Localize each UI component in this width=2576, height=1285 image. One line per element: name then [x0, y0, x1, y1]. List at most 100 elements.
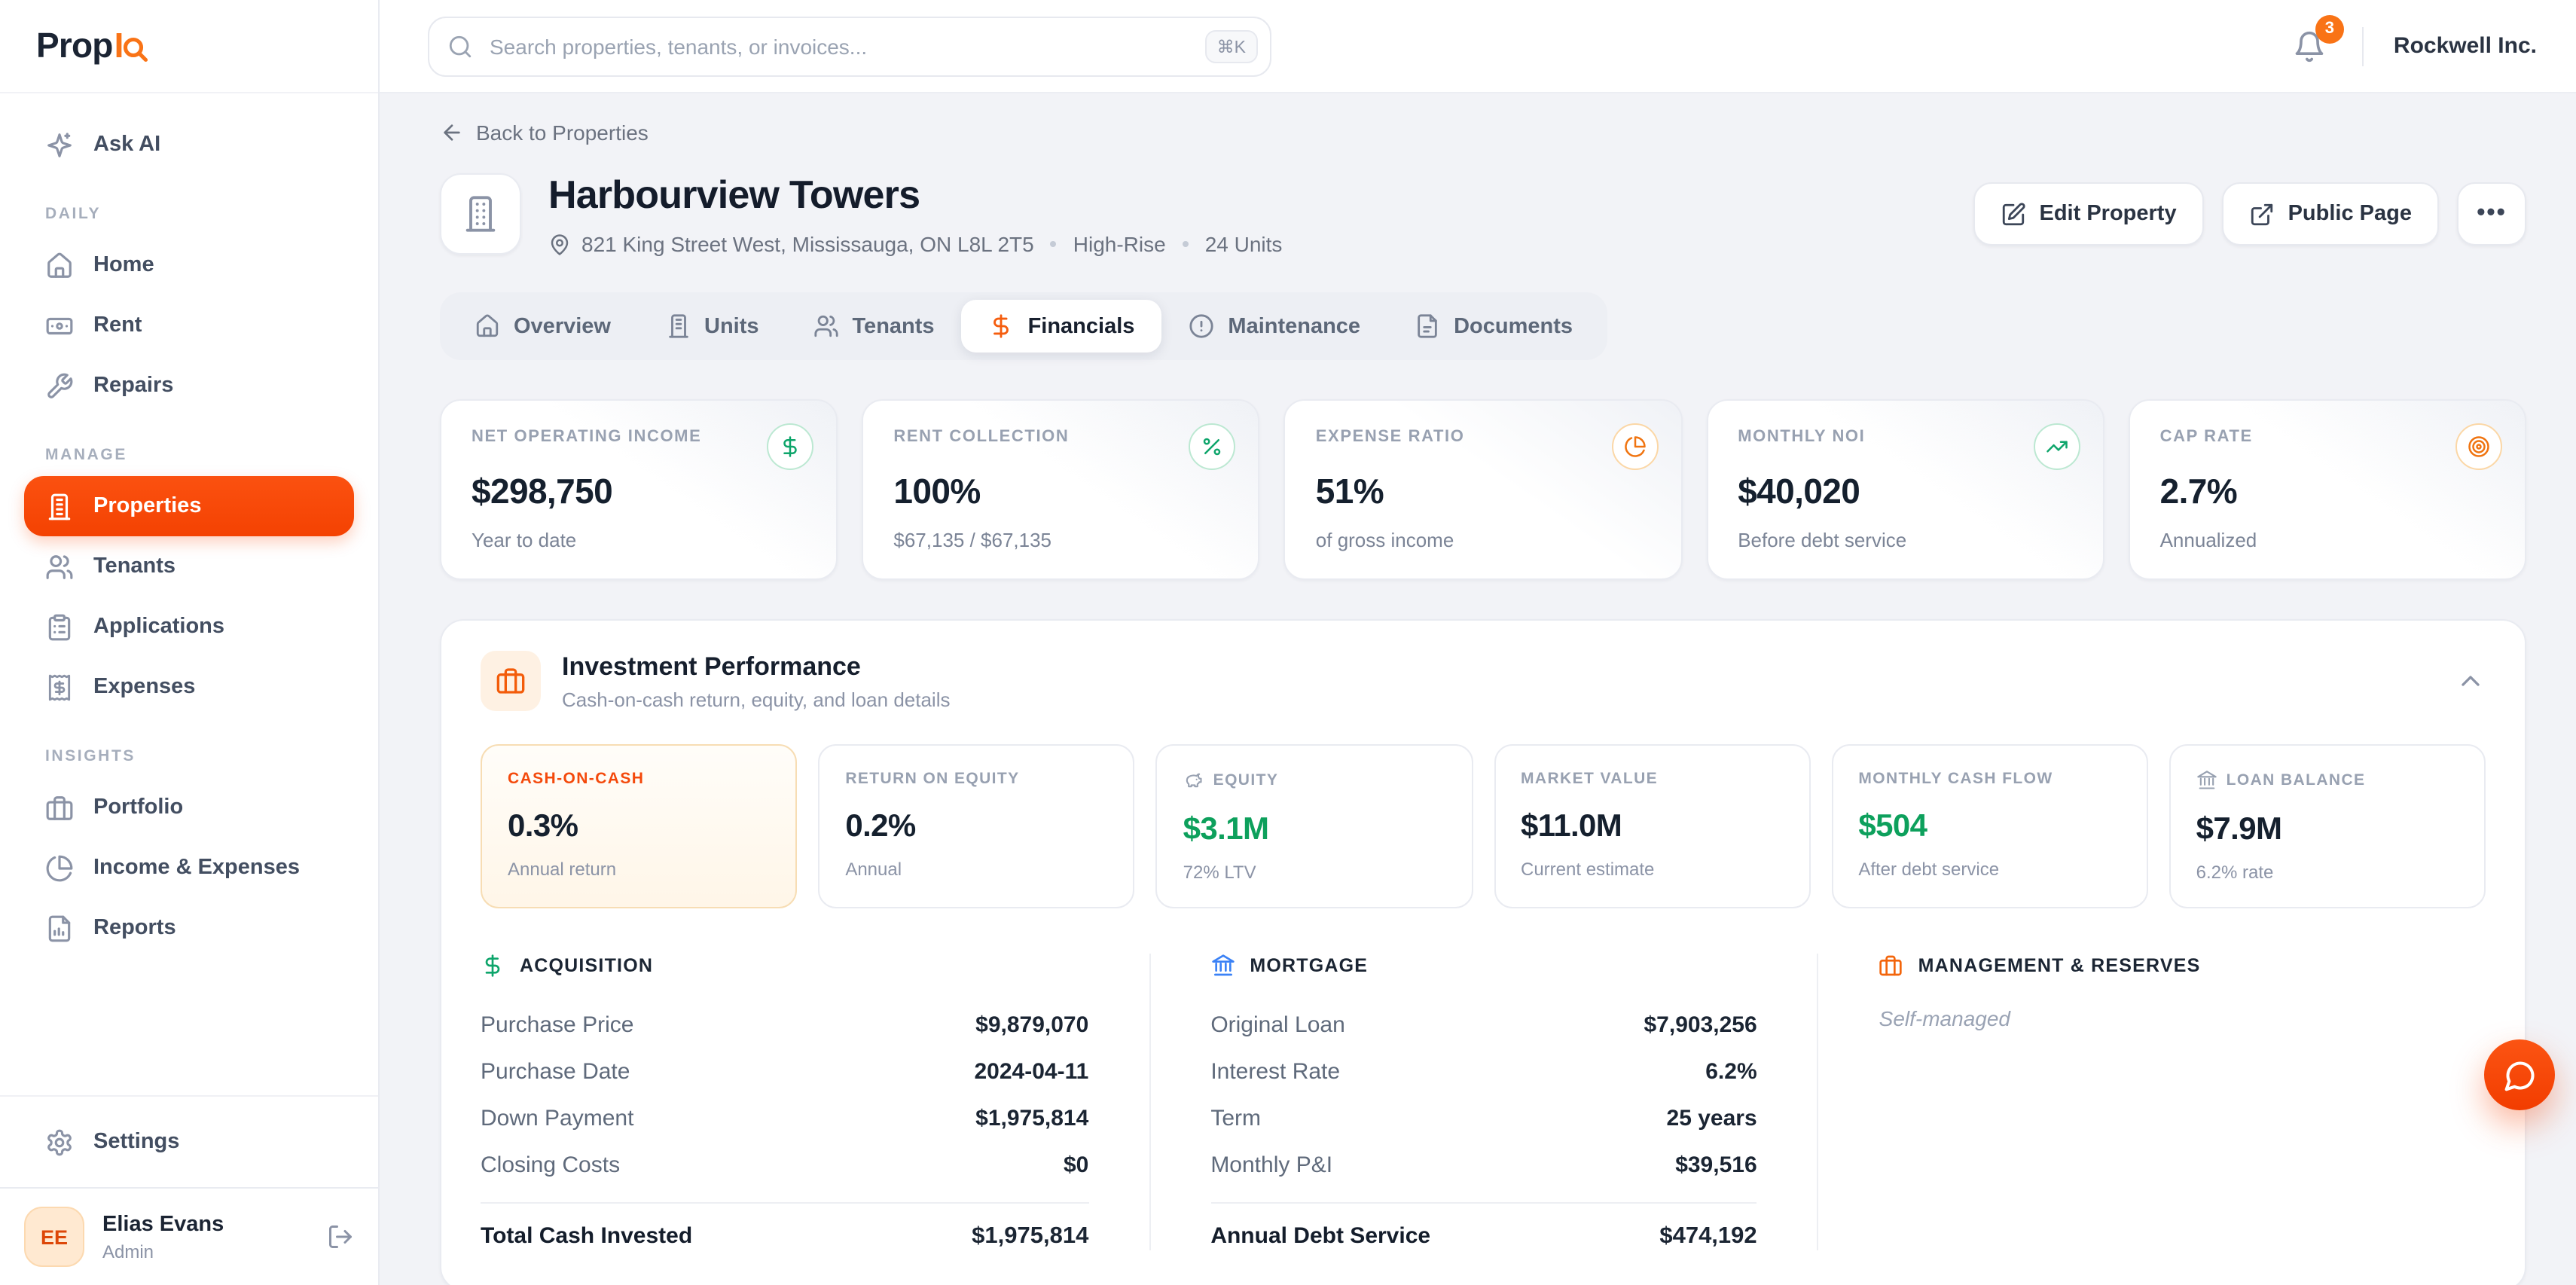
panel-title: Investment Performance	[562, 652, 861, 680]
sidebar-item-label: Expenses	[93, 675, 196, 699]
metric-value: $7.9M	[2196, 812, 2282, 847]
sparkles-icon	[47, 132, 72, 157]
sidebar-item-settings[interactable]: Settings	[24, 1112, 354, 1172]
stat-label: MONTHLY NOI	[1738, 428, 1866, 446]
property-address: 821 King Street West, Mississauga, ON L8…	[548, 232, 1034, 256]
briefcase-icon	[46, 795, 73, 820]
stat-sub: Year to date	[472, 529, 577, 551]
dollar-icon	[993, 314, 1009, 338]
sidebar: Prop I Ask AI DAILY Home Rent Repairs MAN…	[0, 0, 380, 1285]
sidebar-item-rent[interactable]: Rent	[24, 295, 354, 356]
notifications-button[interactable]: 3	[2287, 14, 2344, 69]
magnifier-logo-icon	[123, 36, 148, 62]
home-icon	[47, 252, 72, 277]
bank-icon	[2196, 771, 2217, 789]
logo-text-i: I	[114, 26, 124, 65]
sidebar-item-income-expenses[interactable]: Income & Expenses	[24, 838, 354, 898]
sidebar-item-label: Settings	[93, 1130, 180, 1154]
search-input[interactable]	[428, 16, 1271, 76]
app-logo: Prop I	[36, 26, 149, 66]
sidebar-item-applications[interactable]: Applications	[24, 597, 354, 657]
sidebar-item-label: Tenants	[93, 554, 176, 578]
more-options-button[interactable]: •••	[2457, 182, 2526, 246]
clipboard-icon	[48, 613, 71, 640]
sidebar-item-home[interactable]: Home	[24, 235, 354, 295]
property-head-text: Harbourview Towers 821 King Street West,…	[548, 172, 1282, 256]
logo-text-prop: Prop	[36, 26, 113, 65]
acquisition-header: ACQUISITION	[481, 954, 1088, 978]
header-actions: Edit Property Public Page •••	[1973, 182, 2526, 246]
section-title: MORTGAGE	[1250, 955, 1369, 976]
public-page-button[interactable]: Public Page	[2221, 182, 2439, 246]
stat-card-cap-rate: CAP RATE 2.7% Annualized	[2128, 399, 2526, 580]
acquisition-section: ACQUISITION Purchase Price $9,879,070 Pu…	[481, 954, 1149, 1250]
tab-tenants[interactable]: Tenants	[786, 300, 962, 353]
metric-sub: Current estimate	[1521, 859, 1655, 880]
sidebar-item-expenses[interactable]: Expenses	[24, 657, 354, 717]
sidebar-item-portfolio[interactable]: Portfolio	[24, 777, 354, 838]
bank-icon	[1211, 954, 1234, 976]
sidebar-item-ask-ai[interactable]: Ask AI	[24, 114, 354, 175]
map-pin-icon	[551, 233, 569, 255]
sidebar-item-label: Repairs	[93, 374, 174, 398]
search-shortcut-chip: ⌘K	[1204, 29, 1258, 63]
metric-sub: Annual	[845, 859, 902, 880]
topbar-divider	[2361, 26, 2364, 66]
stats-row: NET OPERATING INCOME $298,750 Year to da…	[440, 399, 2526, 580]
collapse-panel-button[interactable]	[2455, 666, 2486, 696]
pie-chart-icon	[46, 854, 73, 881]
table-row: Purchase Price $9,879,070	[481, 1012, 1089, 1038]
tab-units[interactable]: Units	[638, 300, 786, 353]
chat-fab-button[interactable]	[2484, 1039, 2555, 1110]
topbar: ⌘K 3 Rockwell Inc.	[380, 0, 2576, 93]
briefcase-icon	[481, 651, 541, 711]
sidebar-item-repairs[interactable]: Repairs	[24, 356, 354, 416]
chevron-up-icon	[2462, 676, 2480, 686]
table-row: Interest Rate 6.2%	[1210, 1059, 1757, 1085]
users-icon	[46, 554, 73, 578]
metric-label: CASH-ON-CASH	[508, 770, 645, 788]
sidebar-item-tenants[interactable]: Tenants	[24, 536, 354, 597]
stat-label: RENT COLLECTION	[893, 428, 1070, 446]
tab-overview[interactable]: Overview	[447, 300, 638, 353]
logout-button[interactable]	[327, 1223, 354, 1250]
sidebar-item-properties[interactable]: Properties	[24, 476, 354, 536]
edit-property-button[interactable]: Edit Property	[1973, 182, 2204, 246]
metric-label: LOAN BALANCE	[2196, 770, 2458, 791]
table-row: Term 25 years	[1210, 1106, 1757, 1131]
panel-subtitle: Cash-on-cash return, equity, and loan de…	[562, 688, 951, 710]
tab-documents[interactable]: Documents	[1387, 300, 1600, 353]
investment-performance-panel: Investment Performance Cash-on-cash retu…	[440, 619, 2526, 1285]
metric-card-return-on-equity: RETURN ON EQUITY 0.2% Annual	[818, 744, 1135, 908]
sidebar-item-label: Reports	[93, 916, 176, 940]
tab-maintenance[interactable]: Maintenance	[1161, 300, 1387, 353]
back-link-label: Back to Properties	[476, 121, 649, 145]
sidebar-item-reports[interactable]: Reports	[24, 898, 354, 958]
metric-sub: After debt service	[1858, 859, 2000, 880]
table-total-row: Total Cash Invested $1,975,814	[481, 1202, 1089, 1250]
banknote-icon	[46, 316, 73, 334]
sidebar-item-label: Ask AI	[93, 133, 161, 157]
chat-bubble-icon	[2504, 1061, 2534, 1091]
metric-card-market-value: MARKET VALUE $11.0M Current estimate	[1494, 744, 1811, 908]
back-to-properties-link[interactable]: Back to Properties	[440, 121, 649, 145]
management-section: MANAGEMENT & RESERVES Self-managed	[1817, 954, 2486, 1250]
sidebar-item-label: Properties	[93, 494, 202, 518]
edit-property-label: Edit Property	[2039, 202, 2177, 226]
page-content: Back to Properties Harbourview Towers 82…	[380, 93, 2576, 1285]
stat-value: 100%	[893, 472, 981, 511]
sidebar-item-label: Applications	[93, 615, 225, 639]
table-row: Monthly P&I $39,516	[1210, 1152, 1757, 1178]
section-title: ACQUISITION	[520, 955, 654, 976]
sidebar-item-label: Rent	[93, 313, 142, 337]
company-name: Rockwell Inc.	[2393, 33, 2537, 59]
detail-grid: ACQUISITION Purchase Price $9,879,070 Pu…	[481, 954, 2486, 1250]
sidebar-item-label: Income & Expenses	[93, 856, 300, 880]
briefcase-icon	[1879, 955, 1903, 976]
table-row: Closing Costs $0	[481, 1152, 1089, 1178]
table-row: Down Payment $1,975,814	[481, 1106, 1089, 1131]
logo-area: Prop I	[0, 0, 378, 93]
tab-financials[interactable]: Financials	[961, 300, 1162, 353]
metric-value: 0.2%	[845, 809, 916, 844]
panel-head-text: Investment Performance Cash-on-cash retu…	[562, 652, 951, 710]
